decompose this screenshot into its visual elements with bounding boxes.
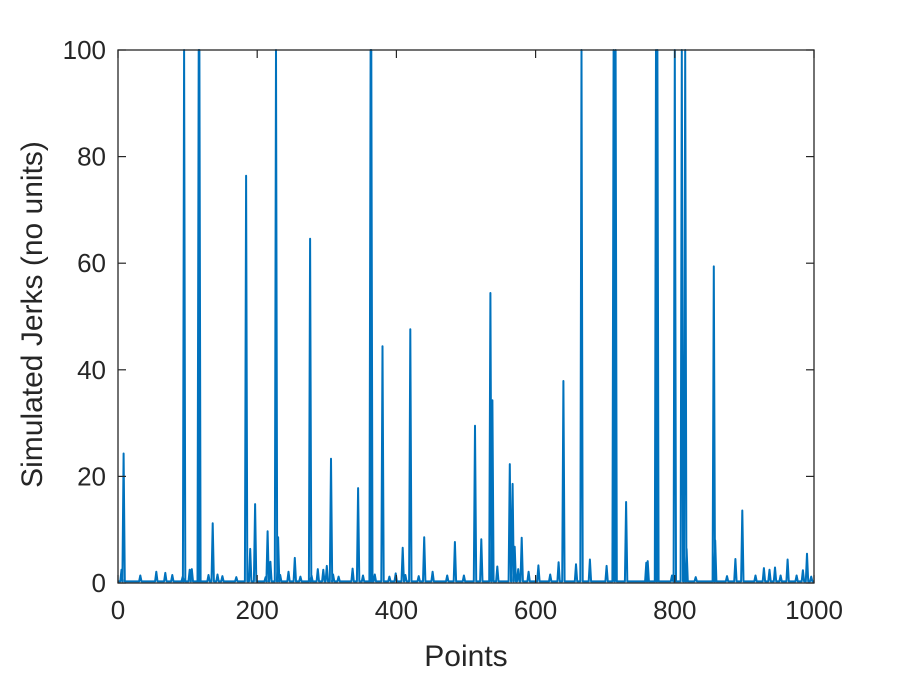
- plot-frame: [117, 49, 815, 584]
- x-tick-label: 1000: [785, 595, 843, 625]
- y-tick-label: 60: [77, 248, 106, 278]
- series-line: [118, 49, 814, 583]
- y-tick-label: 100: [63, 35, 106, 65]
- y-tick-label: 20: [77, 461, 106, 491]
- x-tick-label: 0: [111, 595, 125, 625]
- x-axis-label: Points: [424, 640, 507, 673]
- x-tick-label: 400: [375, 595, 418, 625]
- ticks: 0 200 400 600 800 1000 0 20 40 60 80 100: [63, 35, 843, 625]
- x-tick-label: 800: [653, 595, 696, 625]
- y-tick-label: 40: [77, 355, 106, 385]
- series-layer: [118, 49, 814, 583]
- x-tick-label: 600: [514, 595, 557, 625]
- x-tick-label: 200: [236, 595, 279, 625]
- y-tick-label: 80: [77, 142, 106, 172]
- y-axis-label: Simulated Jerks (no units): [16, 141, 49, 488]
- axes: [117, 49, 815, 584]
- y-tick-label: 0: [92, 568, 106, 598]
